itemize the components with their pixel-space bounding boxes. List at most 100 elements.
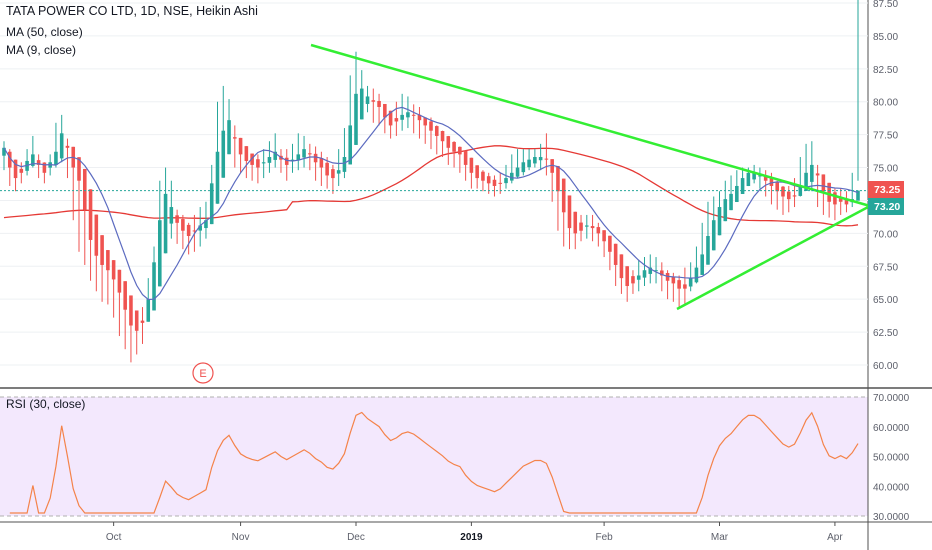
candle[interactable] [411, 104, 416, 134]
candle[interactable] [94, 214, 99, 292]
candle[interactable] [596, 222, 601, 247]
candle[interactable] [567, 195, 572, 250]
candle[interactable] [561, 178, 566, 247]
candle[interactable] [284, 149, 289, 181]
candle[interactable] [336, 149, 341, 186]
candle[interactable] [221, 85, 226, 178]
candle[interactable] [388, 110, 393, 139]
candle[interactable] [215, 101, 220, 204]
candle[interactable] [515, 149, 520, 179]
candle[interactable] [440, 130, 445, 158]
candle[interactable] [267, 141, 272, 173]
candle[interactable] [319, 151, 324, 186]
candle[interactable] [359, 70, 364, 120]
price-pane[interactable] [0, 0, 868, 388]
candle[interactable] [804, 143, 808, 191]
candle[interactable] [394, 101, 399, 136]
candle[interactable] [313, 146, 318, 181]
candle[interactable] [775, 180, 780, 210]
ma9-legend[interactable]: MA (9, close) [6, 43, 77, 57]
candle[interactable] [452, 141, 456, 168]
candle[interactable] [527, 149, 531, 171]
candle[interactable] [261, 149, 266, 179]
candle[interactable] [400, 93, 404, 131]
candle[interactable] [19, 162, 24, 184]
candle[interactable] [348, 75, 353, 165]
candle[interactable] [111, 260, 116, 318]
candle[interactable] [544, 133, 549, 176]
candle[interactable] [579, 214, 583, 242]
candle[interactable] [463, 150, 468, 181]
candle[interactable] [429, 117, 433, 150]
lower-trend-line[interactable] [676, 204, 871, 311]
candle[interactable] [342, 128, 347, 179]
candle[interactable] [181, 214, 185, 250]
candle[interactable] [54, 122, 58, 168]
candle[interactable] [654, 257, 658, 284]
candle[interactable] [31, 135, 35, 168]
candle[interactable] [175, 209, 179, 244]
candle[interactable] [550, 159, 554, 202]
candle[interactable] [856, 0, 860, 201]
candle[interactable] [833, 188, 837, 221]
candle[interactable] [296, 133, 301, 171]
candle[interactable] [677, 275, 681, 308]
candle[interactable] [706, 201, 710, 265]
candle[interactable] [781, 185, 785, 215]
candle[interactable] [700, 222, 704, 275]
candle[interactable] [106, 250, 110, 305]
candle[interactable] [331, 164, 335, 194]
candle[interactable] [821, 174, 826, 215]
candle[interactable] [186, 222, 191, 255]
candle[interactable] [88, 189, 93, 281]
candle[interactable] [671, 272, 676, 302]
candle[interactable] [556, 165, 560, 231]
candle[interactable] [636, 259, 641, 292]
candle[interactable] [383, 103, 387, 134]
candle[interactable] [740, 167, 745, 194]
candle[interactable] [446, 135, 451, 165]
candle[interactable] [827, 182, 831, 218]
candle[interactable] [244, 146, 249, 179]
ma50-path[interactable] [3, 145, 859, 227]
candle[interactable] [585, 214, 589, 239]
candle[interactable] [752, 164, 756, 184]
candle[interactable] [198, 207, 202, 247]
candle[interactable] [129, 295, 133, 363]
candle[interactable] [688, 262, 693, 292]
candle[interactable] [417, 106, 422, 139]
candle[interactable] [273, 133, 277, 168]
rsi-path[interactable] [9, 411, 859, 514]
candle[interactable] [538, 143, 543, 171]
candle[interactable] [152, 246, 156, 311]
candle[interactable] [573, 211, 578, 250]
candle[interactable] [758, 167, 762, 189]
candle[interactable] [711, 196, 716, 251]
candle[interactable] [810, 141, 814, 192]
candle[interactable] [625, 266, 629, 302]
candle[interactable] [533, 149, 537, 168]
candle[interactable] [7, 149, 12, 186]
candle[interactable] [233, 125, 237, 168]
candle[interactable] [613, 243, 618, 287]
candle[interactable] [158, 180, 162, 287]
candle[interactable] [77, 157, 81, 252]
candle[interactable] [117, 269, 122, 337]
rsi-legend[interactable]: RSI (30, close) [6, 397, 86, 411]
candle[interactable] [481, 170, 485, 192]
candle[interactable] [169, 180, 174, 239]
earnings-marker[interactable]: E [192, 362, 214, 384]
candle[interactable] [123, 281, 127, 350]
candle[interactable] [163, 167, 168, 254]
candle[interactable] [365, 85, 370, 113]
candle[interactable] [475, 165, 479, 189]
candle[interactable] [82, 168, 87, 265]
candle[interactable] [434, 125, 439, 155]
candle[interactable] [729, 175, 733, 211]
candle[interactable] [140, 307, 145, 344]
candle[interactable] [844, 191, 849, 213]
candle[interactable] [642, 257, 647, 287]
chart-title[interactable]: TATA POWER CO LTD, 1D, NSE, Heikin Ashi [6, 4, 258, 18]
candle[interactable] [717, 191, 722, 236]
